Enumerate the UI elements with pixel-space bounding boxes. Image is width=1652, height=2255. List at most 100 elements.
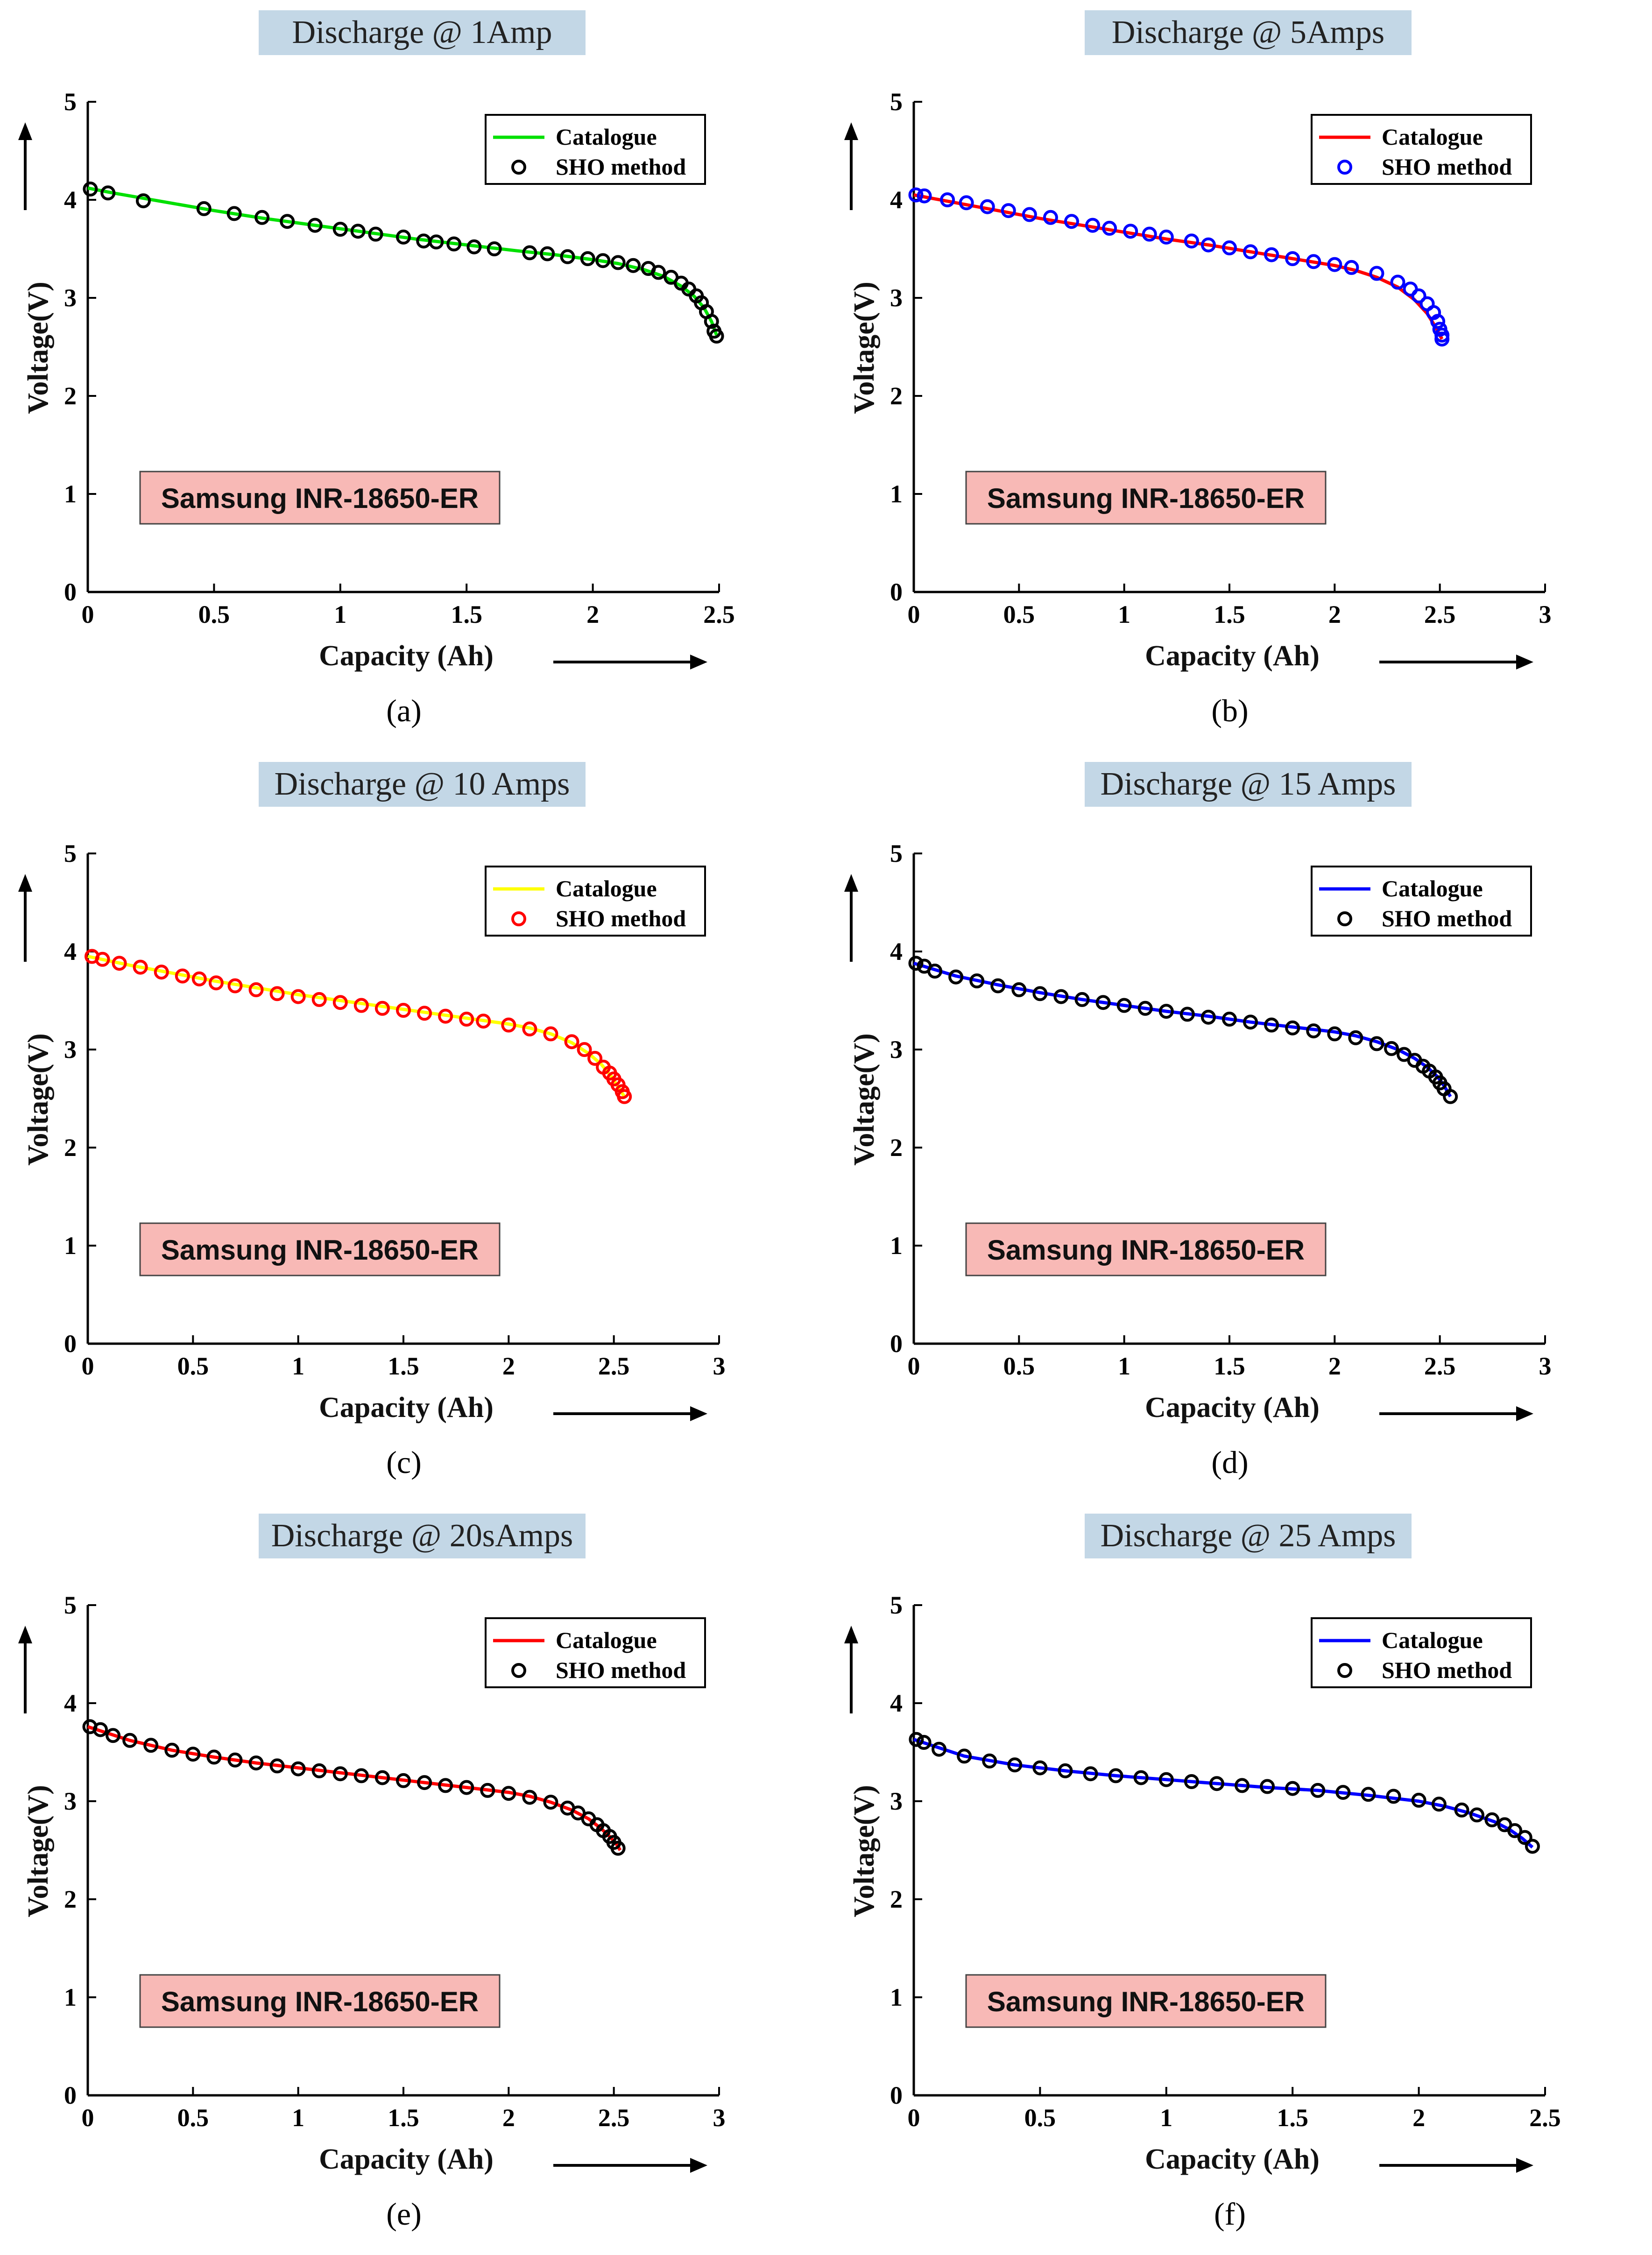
series-line-catalogue [87, 955, 626, 1098]
data-point [227, 1752, 243, 1768]
data-point [1053, 989, 1069, 1004]
x-tick-label: 0 [908, 2104, 920, 2132]
data-point [543, 1795, 558, 1810]
annotation-box [139, 1974, 501, 2028]
data-point [290, 1761, 306, 1776]
legend-marker-swatch [511, 1663, 526, 1678]
data-point [917, 188, 932, 204]
data-point [269, 986, 285, 1001]
chart-title: Discharge @ 20sAmps [259, 1514, 586, 1558]
x-tick-label: 1.5 [1277, 2104, 1308, 2132]
chart-title-text: Discharge @ 25 Amps [1101, 1518, 1396, 1554]
data-point [1484, 1812, 1500, 1827]
annotation-text: Samsung INR-18650-ER [161, 1986, 479, 2017]
x-tick-label: 3 [1539, 1352, 1552, 1380]
x-tick-label: 0 [82, 600, 94, 628]
y-tick-label: 2 [64, 382, 77, 410]
data-point [990, 978, 1006, 994]
data-point [1116, 998, 1132, 1013]
x-tick-label: 1 [334, 600, 346, 628]
data-point [1348, 1030, 1363, 1045]
arrow-right-icon [553, 2158, 707, 2173]
data-point [1243, 1015, 1258, 1030]
data-point [1327, 257, 1342, 272]
legend-box [485, 866, 706, 937]
chart-title: Discharge @ 1Amp [259, 10, 586, 55]
x-tick-label: 0.5 [177, 1352, 209, 1380]
legend: Catalogue SHO method [1311, 114, 1532, 185]
chart-title-box [1085, 1514, 1412, 1558]
data-point [1032, 1760, 1048, 1776]
x-tick-label: 2.5 [598, 2104, 630, 2132]
data-point [1260, 1779, 1275, 1794]
data-point [1454, 1802, 1469, 1818]
annotation-box [139, 1222, 501, 1276]
x-axis-label: Capacity (Ah) [319, 1392, 494, 1423]
chart-svg: Discharge @ 15 Amps 0 1 2 3 4 5 0 0.5 1 1.5 2 2.5 3 Ca… [844, 762, 1552, 1480]
panel-caption: (c) [386, 1445, 421, 1480]
data-point [417, 1775, 432, 1790]
annotation-text: Samsung INR-18650-ER [161, 483, 479, 514]
data-point [916, 1735, 932, 1750]
legend-label-catalogue: Catalogue [1382, 875, 1483, 902]
annotation-box [139, 471, 501, 525]
chart-svg: Discharge @ 10 Amps 0 1 2 3 4 5 0 0.5 1 1.5 2 2.5 3 Ca… [18, 762, 726, 1480]
data-point [374, 1001, 390, 1016]
chart-title-box [1085, 762, 1412, 807]
data-point [1102, 220, 1117, 236]
x-tick-label: 0.5 [198, 600, 230, 628]
x-axis-label: Capacity (Ah) [1145, 2143, 1320, 2175]
y-tick-label: 5 [890, 839, 903, 867]
chart-svg: Discharge @ 20sAmps 0 1 2 3 4 5 0 0.5 1 1.5 2 2.5 3 Ca… [18, 1514, 726, 2232]
data-point [1064, 214, 1079, 229]
x-tick-label: 3 [713, 1352, 726, 1380]
data-point [982, 1753, 997, 1769]
y-tick-label: 1 [890, 480, 903, 508]
data-point [1083, 1766, 1098, 1782]
data-point [1335, 1785, 1351, 1800]
data-point [932, 1741, 947, 1757]
chart-panel-d: Discharge @ 15 Amps 0 1 2 3 4 5 0 0.5 1 1.5 2 2.5 3 Ca… [826, 752, 1652, 1503]
data-point [487, 241, 502, 256]
arrow-up-icon [18, 122, 32, 210]
data-point [1306, 1023, 1321, 1039]
data-point [1222, 240, 1237, 255]
data-point [1285, 251, 1300, 266]
data-point [459, 1011, 474, 1027]
y-tick-label: 4 [890, 186, 903, 214]
data-point [522, 245, 537, 261]
data-point [543, 1026, 558, 1042]
data-point [564, 1034, 579, 1050]
data-point [143, 1738, 159, 1753]
legend-marker-swatch [511, 160, 526, 175]
series-markers-sho [85, 949, 632, 1104]
x-axis-label: Capacity (Ah) [319, 640, 494, 672]
y-axis-label: Voltage(V) [848, 282, 880, 414]
data-point [206, 1749, 222, 1765]
x-tick-label: 1 [1160, 2104, 1172, 2132]
data-point [1200, 1009, 1216, 1025]
data-point [396, 229, 411, 245]
data-point [83, 181, 98, 197]
data-point [1285, 1781, 1300, 1796]
panel-caption: (f) [1214, 2196, 1246, 2232]
data-point [1058, 1763, 1073, 1778]
y-tick-label: 0 [64, 578, 77, 606]
y-tick-label: 3 [64, 1036, 77, 1064]
data-point [1443, 1089, 1458, 1104]
chart-title-text: Discharge @ 20sAmps [271, 1518, 573, 1554]
data-point [1390, 275, 1405, 290]
data-point [1095, 995, 1111, 1010]
y-tick-label: 3 [64, 1787, 77, 1815]
data-point [1430, 314, 1446, 329]
annotation-badge: Samsung INR-18650-ER [139, 1222, 501, 1276]
y-tick-label: 5 [64, 88, 77, 116]
data-point [1133, 1770, 1149, 1785]
data-point [135, 193, 151, 209]
panel-caption: (d) [1211, 1445, 1248, 1480]
x-tick-label: 0.5 [177, 2104, 209, 2132]
data-point [1525, 1839, 1540, 1854]
x-tick-label: 2.5 [1424, 1352, 1456, 1380]
annotation-text: Samsung INR-18650-ER [987, 1986, 1305, 2017]
data-point [396, 1773, 411, 1788]
